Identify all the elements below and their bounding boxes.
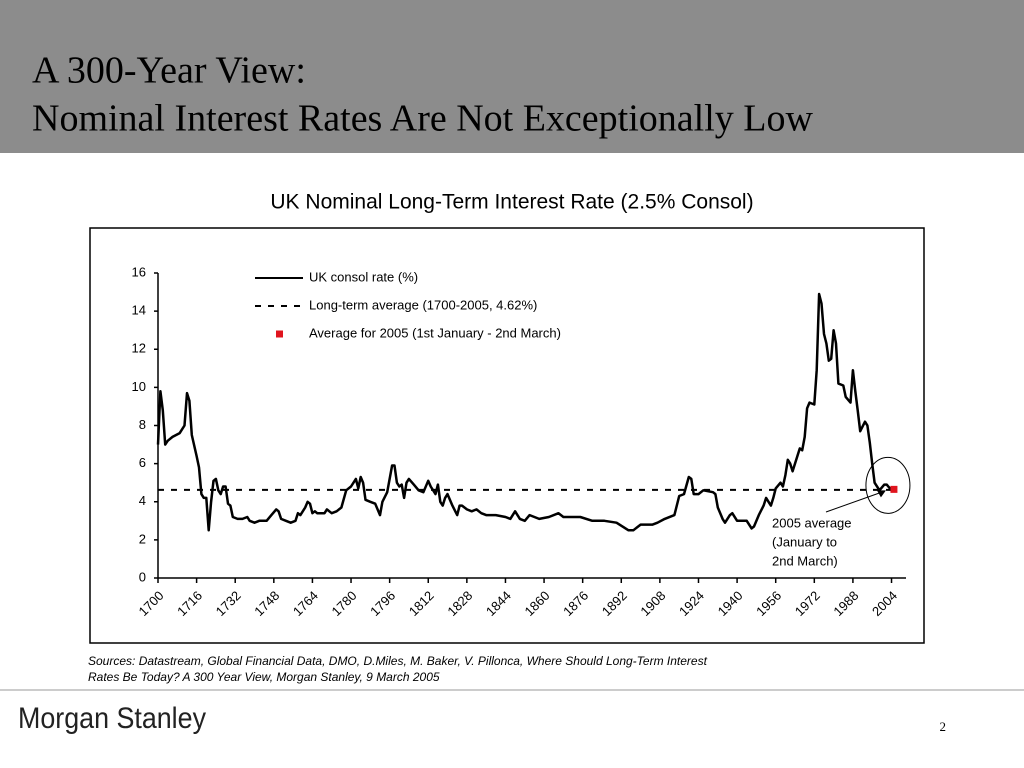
y-tick-label: 16 — [132, 264, 146, 279]
annotation: 2005 average — [772, 515, 852, 530]
legend-marker — [276, 330, 283, 338]
annotation: 2nd March) — [772, 553, 838, 568]
slide-title: A 300-Year View: — [32, 50, 306, 92]
page-number: 2 — [940, 719, 947, 734]
logo: Morgan Stanley — [18, 702, 206, 735]
highlight-circle — [865, 456, 911, 514]
rate-line — [156, 292, 893, 532]
y-tick-label: 2 — [139, 531, 146, 546]
y-tick-label: 14 — [132, 303, 146, 318]
chart-frame — [89, 227, 925, 644]
sources: Rates Be Today? A 300 Year View, Morgan … — [88, 670, 440, 684]
annotation: (January to — [772, 534, 837, 549]
marker — [890, 485, 898, 493]
legend-label: Average for 2005 (1st January - 2nd Marc… — [309, 325, 561, 340]
legend-label: UK consol rate (%) — [309, 269, 418, 284]
legend-label: Long-term average (1700-2005, 4.62%) — [309, 297, 537, 312]
y-tick-label: 6 — [139, 455, 146, 470]
arrow-head — [876, 490, 886, 498]
y-tick-label: 12 — [132, 341, 146, 356]
y-tick-label: 0 — [139, 569, 146, 584]
chart-title: UK Nominal Long-Term Interest Rate (2.5%… — [270, 191, 753, 214]
header-band — [0, 0, 1024, 153]
y-tick-label: 8 — [139, 417, 146, 432]
slide-title: Nominal Interest Rates Are Not Exception… — [32, 98, 813, 140]
sources: Sources: Datastream, Global Financial Da… — [88, 654, 708, 668]
y-tick-label: 10 — [132, 379, 146, 394]
annotation-arrow — [825, 490, 885, 513]
y-tick-label: 4 — [139, 493, 146, 508]
